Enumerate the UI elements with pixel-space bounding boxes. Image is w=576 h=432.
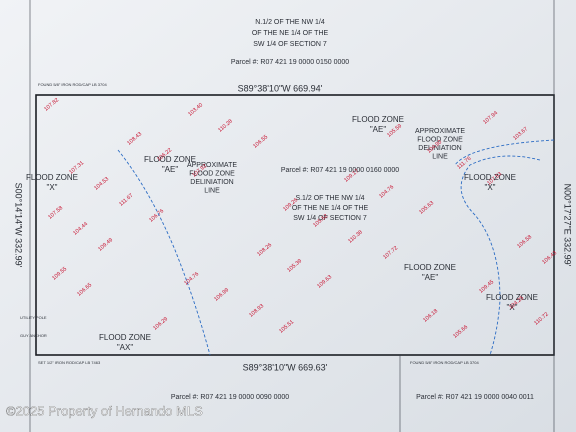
corner-note: FOUND 5/8" IRON ROD/CAP LB 3704 (38, 82, 107, 87)
delineation-note: LINE (432, 153, 448, 160)
flood-zone-label: "AX" (117, 343, 134, 352)
bearing: S89°38'10"W 669.94' (238, 83, 323, 93)
delineation-note: APPROXIMATE (187, 162, 237, 169)
flood-zone-label: FLOOD ZONE (486, 293, 538, 302)
delineation-note: DELINIATION (190, 179, 233, 186)
bearing: S00°14'14"W 332.99' (14, 183, 24, 268)
flood-line-right-upper (454, 139, 555, 166)
labels: N.1/2 OF THE NW 1/4 OF THE NE 1/4 OF THE S… (6, 19, 573, 419)
corner-note: SET 1/2" IRON ROD/CAP LB 7463 (38, 360, 101, 365)
description-line: SW 1/4 OF SECTION 7 (253, 41, 327, 48)
flood-zone-label: FLOOD ZONE (26, 173, 78, 182)
flood-zone-label: FLOOD ZONE (464, 173, 516, 182)
flood-zone-label: FLOOD ZONE (404, 263, 456, 272)
description-line: OF THE NE 1/4 OF THE (252, 30, 329, 37)
bearing: N00°17'27"E 332.99' (563, 184, 573, 267)
bearing: S89°38'10"W 669.63' (243, 362, 328, 372)
description-line: SW 1/4 OF SECTION 7 (293, 215, 367, 222)
parcel-number: Parcel #: R07 421 19 0000 0040 0011 (416, 394, 534, 401)
description-line: S.1/2 OF THE NW 1/4 (295, 195, 364, 202)
description-line: N.1/2 OF THE NW 1/4 (255, 19, 325, 26)
flood-zone-label: "AE" (370, 125, 387, 134)
parcel-number: Parcel #: R07 421 19 0000 0150 0000 (231, 59, 349, 66)
flood-zone-label: "X" (46, 183, 57, 192)
description-line: OF THE NE 1/4 OF THE (292, 205, 369, 212)
delineation-note: LINE (204, 187, 220, 194)
corner-note: FOUND 5/8" IRON ROD/CAP LB 3704 (410, 360, 479, 365)
delineation-note: FLOOD ZONE (189, 170, 235, 177)
flood-zone-label: "AE" (422, 273, 439, 282)
watermark: ©2025 Property of Hernando MLS (6, 403, 203, 418)
flood-line-left (117, 149, 211, 356)
flood-zone-label: "X" (506, 303, 517, 312)
flood-zone-label: FLOOD ZONE (352, 115, 404, 124)
delineation-note: DELINIATION (418, 145, 461, 152)
parcel-number: Parcel #: R07 421 19 0000 0160 0000 (281, 167, 399, 174)
flood-zone-label: FLOOD ZONE (99, 333, 151, 342)
parcel-number: Parcel #: R07 421 19 0000 0090 0000 (171, 394, 289, 401)
flood-zone-label: "X" (484, 183, 495, 192)
delineation-note: APPROXIMATE (415, 128, 465, 135)
flood-line-right (460, 155, 541, 356)
flood-zone-label: "AE" (162, 165, 179, 174)
corner-note: UTILITY POLE (20, 315, 47, 320)
corner-note: GUY ANCHOR (20, 333, 47, 338)
delineation-note: FLOOD ZONE (417, 136, 463, 143)
flood-zone-label: FLOOD ZONE (144, 155, 196, 164)
